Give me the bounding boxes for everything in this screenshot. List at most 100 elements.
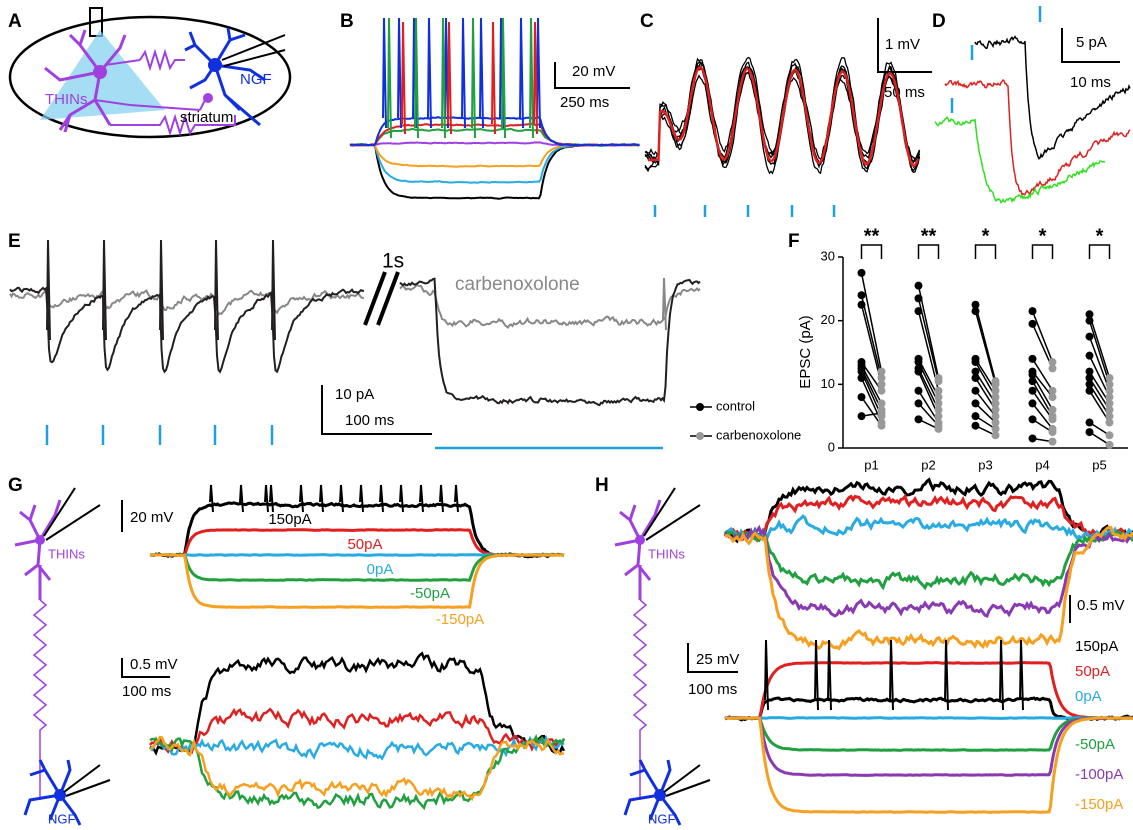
- x-tick-label: p3: [978, 457, 992, 472]
- legend-marker: [696, 432, 704, 440]
- scale-label: 10 pA: [335, 386, 374, 403]
- dot: [914, 367, 923, 376]
- label: NGF: [648, 811, 676, 826]
- sig-bracket: [1088, 244, 1111, 259]
- spike: [662, 277, 667, 331]
- scale-bar: [121, 658, 170, 678]
- sig-label: *: [1039, 225, 1047, 247]
- dot: [934, 393, 943, 402]
- dot: [934, 405, 943, 414]
- pair-line: [974, 402, 997, 424]
- dot: [877, 421, 886, 430]
- dot: [914, 415, 923, 424]
- pair-line: [860, 272, 883, 372]
- dot: [1028, 307, 1037, 316]
- dot: [1105, 431, 1114, 440]
- current-label: 50pA: [1075, 663, 1110, 680]
- dot: [857, 268, 866, 277]
- spike: [382, 17, 541, 129]
- label: NGF: [48, 811, 76, 826]
- scale-label: 100 ms: [345, 412, 394, 429]
- dot: [1028, 399, 1037, 408]
- sig-bracket: [1031, 244, 1054, 259]
- dot: [914, 358, 923, 367]
- trace: [974, 35, 1131, 160]
- scale-label: 50 ms: [884, 84, 925, 101]
- current-label: 0pA: [1075, 688, 1102, 705]
- dot: [991, 424, 1000, 433]
- trace: [149, 651, 566, 756]
- dot: [1048, 364, 1057, 373]
- dot: [1085, 428, 1094, 437]
- dot: [877, 408, 886, 417]
- pair-line: [860, 295, 883, 379]
- axis-break: [363, 271, 400, 326]
- current-label: 50pA: [347, 536, 382, 553]
- y-axis-label: EPSC (pA): [797, 315, 814, 388]
- dot: [877, 367, 886, 376]
- dot: [1048, 386, 1057, 395]
- legend-marker: [696, 403, 704, 411]
- schematic: THINs NGF THINs NGF: [14, 487, 711, 826]
- dot: [1028, 386, 1037, 395]
- dot: [1028, 370, 1037, 379]
- pair-line: [974, 310, 997, 385]
- y-tick-label: 20: [821, 312, 835, 327]
- dot: [914, 399, 923, 408]
- dot: [971, 373, 980, 382]
- dot: [1105, 386, 1114, 395]
- scale-label: 5 pA: [1076, 34, 1107, 51]
- current-label: -100pA: [1075, 766, 1123, 783]
- trace: [723, 529, 1133, 591]
- drug-label: carbenoxolone: [455, 274, 580, 295]
- panel-letter: A: [8, 11, 22, 32]
- panel-letter: E: [8, 231, 21, 252]
- dot: [934, 412, 943, 421]
- dot: [991, 412, 1000, 421]
- scale-label: 1 mV: [885, 36, 920, 53]
- trace: [647, 65, 920, 168]
- dot: [1085, 316, 1094, 325]
- trace: [150, 553, 565, 582]
- scale-bar: [554, 62, 630, 89]
- dot: [971, 412, 980, 421]
- legend-label: carbenoxolone: [716, 427, 801, 442]
- dot: [877, 380, 886, 389]
- dot: [1105, 399, 1114, 408]
- spike: [764, 639, 1024, 711]
- x-tick-label: p5: [1092, 457, 1106, 472]
- dot: [934, 399, 943, 408]
- scale-bar: [1061, 28, 1120, 63]
- sig-bracket: [974, 244, 997, 259]
- current-label: 150pA: [268, 511, 311, 528]
- trace: [724, 715, 1133, 720]
- panel-letter: D: [932, 11, 946, 32]
- sig-bracket: [860, 244, 883, 259]
- dot: [991, 386, 1000, 395]
- dot: [914, 281, 923, 290]
- dot: [1085, 367, 1094, 376]
- trace: [724, 660, 1133, 720]
- dot: [934, 377, 943, 386]
- dot: [1085, 351, 1094, 360]
- trace: [725, 716, 1133, 752]
- panel-letter: H: [595, 475, 609, 496]
- schematic: THINs NGF striatum: [8, 7, 292, 139]
- trace: [725, 716, 1133, 777]
- pair-line: [1031, 310, 1054, 363]
- trace: [349, 143, 640, 200]
- pair-line: [1031, 402, 1054, 430]
- scale-label: 20 mV: [572, 63, 615, 80]
- dot: [991, 393, 1000, 402]
- scale-label: 250 ms: [560, 94, 609, 111]
- trace: [9, 289, 365, 316]
- sig-label: *: [982, 225, 990, 247]
- dot: [857, 291, 866, 300]
- dot: [1048, 393, 1057, 402]
- trace: [724, 716, 1133, 814]
- dot: [971, 358, 980, 367]
- dot: [991, 418, 1000, 427]
- dot: [934, 386, 943, 395]
- dot: [1028, 434, 1037, 443]
